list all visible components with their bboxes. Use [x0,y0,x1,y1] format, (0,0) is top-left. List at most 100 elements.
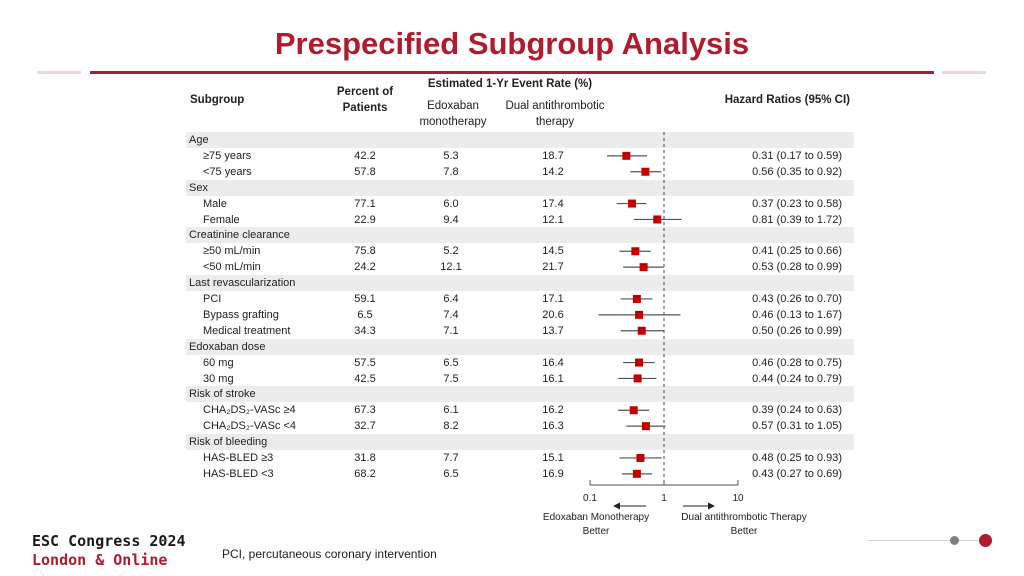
category-label: Creatinine clearance [189,229,290,242]
hazard-ratio-text: 0.46 (0.13 to 1.67) [752,308,842,321]
subgroup-row: 30 mg 42.5 7.5 16.1 0.44 (0.24 to 0.79) [186,371,854,387]
axis-left-label: Edoxaban Monotherapy Better [542,512,650,537]
subgroup-row: Medical treatment 34.3 7.1 13.7 0.50 (0.26 t… [186,323,854,339]
category-row: Sex [186,179,854,196]
subgroup-row: Male 77.1 6.0 17.4 0.37 (0.23 to 0.58) [186,196,854,212]
edoxaban-rate: 6.1 [443,404,459,417]
hr-marker [629,406,638,415]
category-label: Age [189,134,209,146]
title-rule-left [37,71,81,74]
hazard-ratio-text: 0.53 (0.28 to 0.99) [752,261,842,274]
hr-marker [632,294,641,303]
dat-rate: 13.7 [542,324,564,337]
right-arrow-head [708,502,715,510]
category-row: Creatinine clearance [186,227,854,244]
hazard-ratio-text: 0.39 (0.24 to 0.63) [752,404,842,417]
hazard-ratio-text: 0.57 (0.31 to 1.05) [752,420,842,433]
hr-marker [622,151,631,160]
category-label: Sex [189,181,208,194]
category-row: Edoxaban dose [186,338,854,355]
percent-value: 75.8 [354,245,376,258]
edoxaban-rate: 7.1 [443,324,459,337]
hazard-ratio-text: 0.37 (0.23 to 0.58) [752,197,842,210]
edoxaban-rate: 6.4 [443,293,459,305]
subgroup-label: 60 mg [203,356,234,369]
category-row: Last revascularization [186,275,854,292]
footer-decor-dot-gray [950,536,959,545]
subgroup-label: PCI [203,293,222,305]
footnote: PCI, percutaneous coronary intervention [222,547,437,561]
hazard-ratio-text: 0.43 (0.26 to 0.70) [752,293,842,305]
hr-marker [631,247,640,256]
subgroup-label: Bypass grafting [203,308,279,321]
category-row: Risk of bleeding [186,434,854,451]
subgroup-row: HAS-BLED ≥3 31.8 7.7 15.1 0.48 (0.25 to 0.93… [186,450,854,466]
subgroup-row: 60 mg 57.5 6.5 16.4 0.46 (0.28 to 0.75) [186,355,854,371]
percent-value: 42.5 [354,372,376,385]
subgroup-label: 30 mg [203,372,234,385]
category-label: Risk of stroke [189,388,256,401]
edoxaban-rate: 7.7 [443,452,459,464]
subgroup-row: <75 years 57.8 7.8 14.2 0.56 (0.35 to 0.92) [186,164,854,180]
subgroup-row: Bypass grafting 6.5 7.4 20.6 0.46 (0.13 to 1… [186,307,854,323]
edoxaban-rate: 7.4 [443,308,459,321]
hazard-ratio-text: 0.50 (0.26 to 0.99) [752,324,842,337]
category-row: Age [186,132,854,148]
dat-rate: 17.4 [542,197,564,210]
subgroup-label: Medical treatment [203,324,291,337]
edoxaban-rate: 6.0 [443,197,459,210]
subgroup-label: CHA₂DS₂-VASc <4 [203,420,297,433]
dat-rate: 18.7 [542,149,564,162]
x-tick-label: 10 [732,493,744,504]
hr-marker [636,453,645,462]
edoxaban-rate: 6.5 [443,356,459,369]
percent-value: 42.2 [354,149,376,162]
subgroup-label: Male [203,197,227,210]
hr-marker [639,263,648,272]
category-label: Last revascularization [189,277,296,290]
header-dat: Dual antithrombotic therapy [505,100,605,128]
edoxaban-rate: 9.4 [443,213,459,226]
percent-value: 32.7 [354,420,376,433]
edoxaban-rate: 5.2 [443,245,459,258]
footer-decor-line [868,540,978,541]
dat-rate: 17.1 [542,293,564,305]
percent-value: 68.2 [354,467,376,480]
hr-marker [635,310,644,319]
header-edoxaban: Edoxaban monotherapy [419,100,487,128]
category-row: Risk of stroke [186,386,854,403]
dat-rate: 16.4 [542,356,564,369]
percent-value: 24.2 [354,261,376,274]
logo-line1: ESC Congress 2024 [32,532,186,550]
title-rule [90,71,934,74]
dat-rate: 14.2 [542,165,564,178]
subgroup-row: <50 mL/min 24.2 12.1 21.7 0.53 (0.28 to 0.99… [186,259,854,275]
percent-value: 57.5 [354,356,376,369]
subgroup-label: <75 years [203,165,252,178]
subgroup-row: HAS-BLED <3 68.2 6.5 16.9 0.43 (0.27 to 0.69… [186,466,854,482]
header-hazard-ratios: Hazard Ratios (95% CI) [724,94,850,106]
hr-marker [637,326,646,335]
header-subgroup: Subgroup [190,94,245,106]
category-label: Risk of bleeding [189,436,268,449]
hazard-ratio-text: 0.41 (0.25 to 0.66) [752,245,842,258]
category-label: Edoxaban dose [189,340,266,353]
x-tick-label: 0.1 [583,493,597,504]
subgroup-label: <50 mL/min [203,261,261,274]
hr-marker [632,469,641,478]
subgroup-row: CHA₂DS₂-VASc <4 32.7 8.2 16.3 0.57 (0.31 to … [186,418,854,434]
subgroup-row: Female 22.9 9.4 12.1 0.81 (0.39 to 1.72) [186,212,854,228]
page-title: Prespecified Subgroup Analysis [274,26,750,61]
hr-marker [628,199,637,208]
percent-value: 57.8 [354,165,376,178]
subgroup-label: HAS-BLED ≥3 [203,452,274,464]
edoxaban-rate: 5.3 [443,149,459,162]
subgroup-label: HAS-BLED <3 [203,467,274,480]
hazard-ratio-text: 0.56 (0.35 to 0.92) [752,165,842,178]
hr-marker [633,374,642,383]
dat-rate: 16.1 [542,372,564,385]
dat-rate: 16.2 [542,404,564,417]
hazard-ratio-text: 0.81 (0.39 to 1.72) [752,213,842,226]
percent-value: 34.3 [354,324,376,337]
hr-marker [653,215,662,224]
